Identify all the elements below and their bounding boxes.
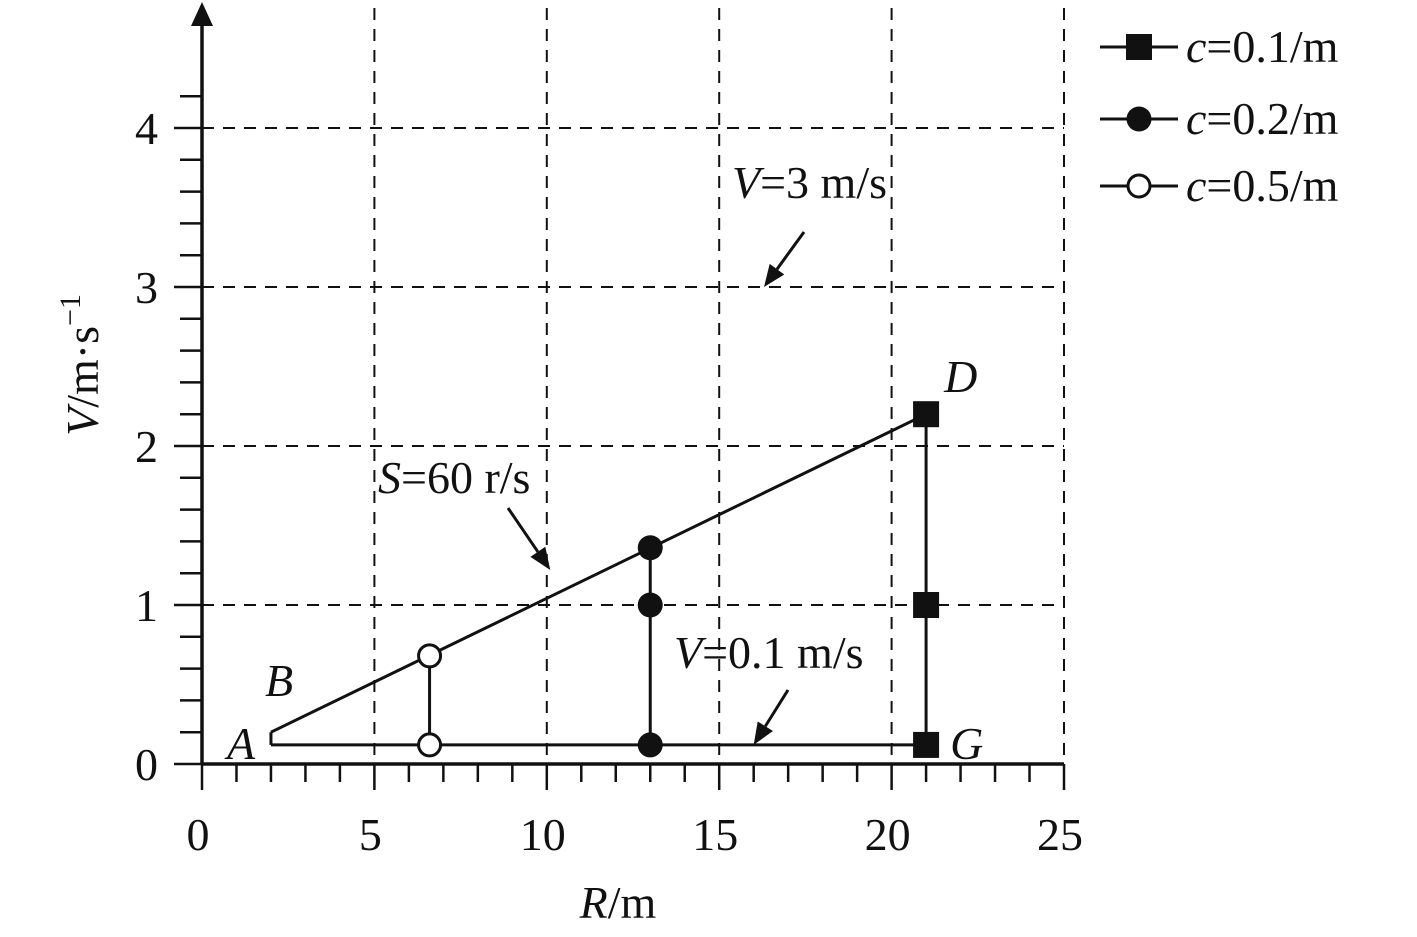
arrow-head-icon [530, 546, 551, 571]
upper-boundary-line [270, 412, 927, 734]
x-tick-label: 5 [359, 809, 382, 860]
point-label-a: A [224, 718, 256, 769]
legend-marker [1126, 34, 1152, 60]
ticks: 0 5 10 15 20 25 0 1 2 3 4 [135, 94, 1083, 860]
annotations: V=3 m/s S=60 r/s V=0.1 m/s [378, 157, 887, 745]
annotation-text: V=3 m/s [732, 157, 887, 208]
x-tick-label: 10 [520, 809, 566, 860]
arrow-head-icon [753, 721, 773, 745]
data-point [637, 592, 663, 618]
data-point [913, 401, 940, 428]
annotation-text: S=60 r/s [378, 452, 530, 503]
series-1 [637, 535, 663, 758]
annotation-arrow [764, 689, 790, 728]
y-axis-title: V/m·s−1 [54, 294, 108, 436]
series-0 [913, 401, 940, 758]
data-point [417, 643, 443, 669]
y-axis-arrow-icon [191, 2, 213, 26]
y-tick-label: 0 [135, 739, 158, 790]
axes [191, 2, 1064, 766]
legend-entry: c=0.1/m [1100, 21, 1339, 72]
x-tick-label: 20 [865, 809, 911, 860]
y-tick-label: 3 [135, 262, 158, 313]
legend-marker [1126, 106, 1152, 132]
legend-entry: c=0.5/m [1100, 160, 1339, 211]
legend: c=0.1/m c=0.2/m c=0.5/m [1100, 21, 1339, 211]
point-label-d: D [943, 351, 977, 402]
annotation-text: V=0.1 m/s [674, 627, 864, 678]
grid-lines [202, 8, 1065, 764]
y-tick-label: 2 [135, 421, 158, 472]
annotation-arrow [506, 507, 540, 553]
y-tick-label: 1 [135, 580, 158, 631]
data-point [637, 732, 663, 758]
legend-entry: c=0.2/m [1100, 93, 1339, 144]
x-tick-label: 15 [692, 809, 738, 860]
legend-label: c=0.5/m [1186, 160, 1339, 211]
arrow-head-icon [764, 263, 785, 287]
labels: R/m V/m·s−1 AB D G [54, 294, 983, 928]
y-tick-label: 4 [135, 103, 158, 154]
legend-label: c=0.2/m [1186, 93, 1339, 144]
x-tick-label: 25 [1037, 809, 1083, 860]
annotation-arrow [775, 231, 806, 271]
data-point [417, 732, 443, 758]
legend-marker [1126, 173, 1152, 199]
point-label-b: B [265, 655, 293, 706]
series-group [417, 401, 940, 758]
series-2 [417, 643, 443, 758]
data-point [913, 592, 940, 618]
legend-label: c=0.1/m [1186, 21, 1339, 72]
data-point [913, 731, 940, 758]
point-label-g: G [950, 718, 983, 769]
x-axis-title: R/m [579, 877, 657, 928]
x-tick-label: 0 [187, 809, 210, 860]
region-boundary [269, 412, 927, 747]
data-point [637, 535, 663, 561]
